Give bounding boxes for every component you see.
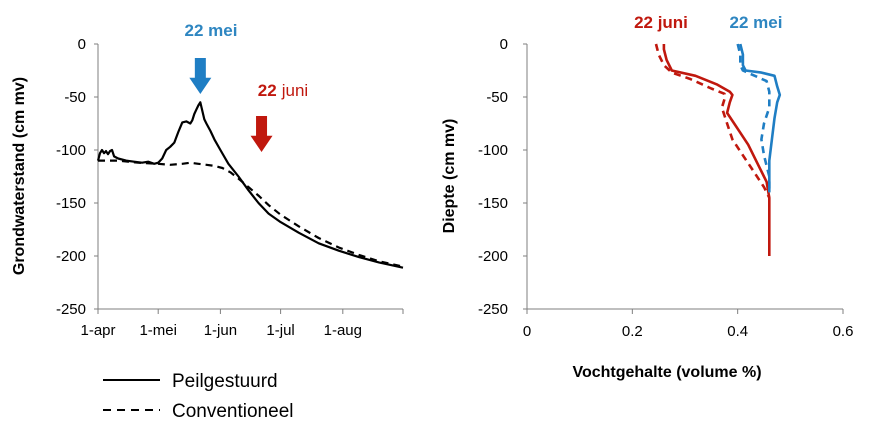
right-series <box>654 43 782 256</box>
left-x-tick-label: 1-aug <box>324 322 362 339</box>
left-y-tick-label: -50 <box>64 89 86 106</box>
legend-label-peilgestuurd: Peilgestuurd <box>172 371 278 392</box>
right-x-axis-label: Vochtgehalte (volume %) <box>572 364 761 381</box>
left-y-ticks: 0 -50 -100 -150 -200 -250 <box>56 36 98 318</box>
left-y-tick-label: 0 <box>78 36 86 53</box>
left-y-tick-label: -100 <box>56 142 86 159</box>
right-series-line-juni-solid <box>662 44 771 256</box>
red-arrow-icon <box>250 116 273 152</box>
left-y-tick-label: -200 <box>56 248 86 265</box>
left-x-tick-label: 1-mei <box>139 322 177 339</box>
left-annotation-22-juni-date: 22 <box>258 81 277 100</box>
left-annotation-22-mei: 22 mei <box>185 21 238 40</box>
left-x-tick-label: 1-jun <box>204 322 237 339</box>
right-y-axis-label: Diepte (cm mv) <box>441 119 458 234</box>
left-annotation-22-juni: 22 juni <box>258 81 308 100</box>
right-x-tick-label: 0 <box>523 323 531 340</box>
left-y-tick-label: -250 <box>56 301 86 318</box>
left-x-ticks: 1-apr 1-mei 1-jun 1-jul 1-aug <box>80 309 404 339</box>
blue-arrow-icon <box>189 58 212 94</box>
left-axes <box>97 44 403 310</box>
right-series-line-mei-solid <box>739 43 782 193</box>
right-y-ticks: 0 -50 -100 -150 -200 -250 <box>478 36 527 318</box>
right-x-ticks: 0 0.2 0.4 0.6 <box>523 309 854 340</box>
right-y-tick-label: -150 <box>478 195 508 212</box>
left-series <box>96 101 404 269</box>
left-chart: 0 -50 -100 -150 -200 -250 1-apr 1-mei 1-jun 1-ju… <box>11 21 404 422</box>
right-y-tick-label: -250 <box>478 301 508 318</box>
right-annotation-22-mei: 22 mei <box>730 13 783 32</box>
right-series-line-juni-dashed <box>654 43 771 199</box>
right-y-tick-label: -100 <box>478 142 508 159</box>
right-x-tick-label: 0.2 <box>622 323 643 340</box>
right-chart: 0 -50 -100 -150 -200 -250 0 0.2 0.4 0.6 Diepte (… <box>441 13 853 381</box>
left-y-tick-label: -150 <box>56 195 86 212</box>
left-annotation-22-juni-month: juni <box>281 81 308 100</box>
legend: Peilgestuurd Conventioneel <box>103 371 293 422</box>
right-y-tick-label: 0 <box>500 36 508 53</box>
right-y-tick-label: -200 <box>478 248 508 265</box>
right-x-tick-label: 0.6 <box>833 323 854 340</box>
left-series-line-peilgestuurd <box>96 101 404 269</box>
legend-label-conventioneel: Conventioneel <box>172 401 293 422</box>
right-axes <box>526 44 843 310</box>
right-series-line-mei-dashed <box>736 43 771 193</box>
left-x-tick-label: 1-apr <box>80 322 115 339</box>
right-x-tick-label: 0.4 <box>727 323 748 340</box>
left-y-axis-label: Grondwaterstand (cm mv) <box>11 77 28 275</box>
right-y-tick-label: -50 <box>486 89 508 106</box>
left-series-line-conventioneel <box>98 159 404 268</box>
left-x-tick-label: 1-jul <box>266 322 294 339</box>
right-annotation-22-juni: 22 juni <box>634 13 688 32</box>
